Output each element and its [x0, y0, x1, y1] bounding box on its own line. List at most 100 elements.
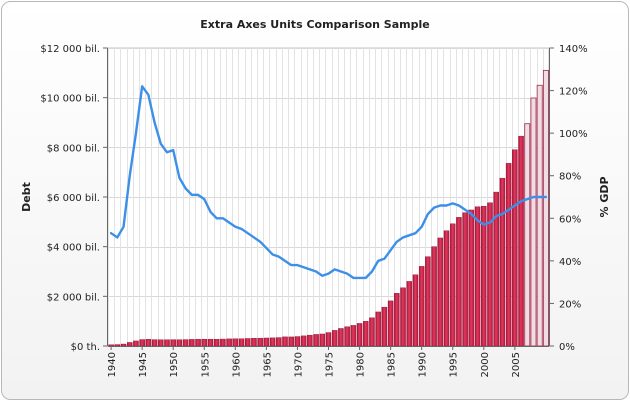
debt-bar — [481, 206, 487, 347]
debt-bar — [145, 339, 152, 347]
debt-bar — [412, 274, 419, 347]
debt-bar — [245, 338, 251, 347]
debt-bar — [133, 340, 139, 347]
debt-bar — [530, 97, 537, 347]
y-left-tick-label: $2 000 bil. — [47, 292, 100, 303]
x-tick-label: 1970 — [293, 352, 304, 377]
debt-bar — [418, 266, 425, 347]
debt-bar — [449, 223, 456, 347]
y-right-tick-label: 20% — [559, 299, 581, 310]
x-tick-label: 1950 — [169, 352, 180, 377]
debt-bar — [505, 163, 512, 347]
debt-bar — [400, 287, 406, 347]
y-right-tick-label: 120% — [559, 87, 588, 98]
debt-bar — [207, 339, 214, 347]
debt-bar — [220, 338, 226, 347]
chart-title: Extra Axes Units Comparison Sample — [200, 18, 429, 31]
debt-bar — [294, 336, 301, 347]
debt-bar — [462, 212, 468, 347]
debt-bar — [431, 246, 437, 347]
gdp-series-line — [109, 85, 548, 280]
debt-bar — [189, 339, 195, 347]
gdp-line — [109, 85, 548, 280]
debt-bar — [524, 123, 531, 347]
x-tick-label: 1975 — [325, 352, 336, 377]
x-tick-label: 1995 — [449, 352, 460, 377]
y-left-tick-label: $0 th. — [71, 342, 100, 353]
debt-bar — [120, 343, 127, 347]
debt-bar — [257, 337, 263, 347]
debt-bar — [536, 84, 543, 347]
debt-bar — [387, 300, 394, 347]
y-left-tick-label: $8 000 bil. — [47, 143, 100, 154]
debt-bar — [499, 177, 506, 347]
debt-bar — [114, 344, 121, 347]
debt-bar — [437, 237, 444, 347]
debt-bar — [468, 209, 475, 347]
debt-bar — [182, 339, 189, 347]
debt-bar — [158, 339, 164, 347]
x-tick-label: 1945 — [138, 352, 149, 377]
debt-bar — [331, 330, 338, 347]
debt-bar — [263, 337, 270, 347]
debt-bar — [276, 337, 282, 347]
debt-bar — [319, 333, 326, 347]
y-right-tick-label: 0% — [559, 342, 575, 353]
x-tick-label: 1965 — [262, 352, 273, 377]
debt-bar — [288, 336, 294, 347]
debt-bar — [512, 149, 518, 347]
debt-bar — [369, 317, 375, 347]
debt-bar — [313, 334, 319, 347]
x-tick-label: 1990 — [418, 352, 429, 377]
debt-bar — [195, 339, 201, 347]
debt-bar — [456, 217, 462, 347]
debt-bar — [425, 256, 431, 347]
y-left-tick-label: $10 000 bil. — [40, 94, 100, 105]
debt-bar — [344, 326, 350, 347]
y-left-tick-label: $6 000 bil. — [47, 193, 100, 204]
debt-bar — [226, 338, 232, 347]
x-tick-label: 2000 — [480, 352, 491, 377]
debt-bar — [170, 339, 176, 347]
y-axis-left-title: Debt — [20, 182, 33, 212]
debt-bar — [269, 337, 276, 347]
debt-bar — [164, 339, 170, 347]
y-right-tick-label: 140% — [559, 44, 588, 55]
debt-bar — [300, 335, 307, 347]
debt-bar — [381, 306, 388, 347]
debt-bar — [406, 281, 412, 347]
debt-bar — [251, 338, 257, 347]
axes: $0 th. $2 000 bil. $4 000 bil. $6 000 bil. $… — [40, 44, 587, 377]
debt-bar — [232, 338, 239, 347]
debt-bar — [518, 135, 524, 347]
debt-bar — [201, 339, 208, 347]
debt-bar — [474, 206, 481, 347]
y-left-tick-label: $4 000 bil. — [47, 243, 100, 254]
y-right-tick-label: 40% — [559, 257, 581, 268]
debt-bar — [282, 336, 288, 347]
debt-bar — [151, 339, 158, 347]
debt-bar — [394, 293, 400, 347]
x-tick-label: 1980 — [356, 352, 367, 377]
y-right-tick-label: 60% — [559, 214, 581, 225]
x-tick-label: 1960 — [231, 352, 242, 377]
y-right-tick-label: 100% — [559, 129, 588, 140]
debt-bar — [126, 342, 133, 347]
debt-bar — [139, 339, 145, 347]
y-right-tick-label: 80% — [559, 172, 581, 183]
debt-bar — [238, 338, 245, 347]
debt-bar — [350, 325, 357, 347]
x-tick-label: 1940 — [107, 352, 118, 377]
debt-bar — [213, 339, 220, 347]
debt-bar — [325, 332, 332, 347]
debt-bar — [108, 344, 114, 347]
y-left-tick-label: $12 000 bil. — [40, 44, 100, 55]
debt-bar — [338, 328, 344, 347]
debt-bar — [356, 323, 363, 347]
debt-bar — [443, 230, 450, 347]
x-tick-label: 1955 — [200, 352, 211, 377]
x-tick-label: 2005 — [511, 352, 522, 377]
debt-bar — [307, 334, 313, 347]
debt-bar — [542, 69, 549, 347]
